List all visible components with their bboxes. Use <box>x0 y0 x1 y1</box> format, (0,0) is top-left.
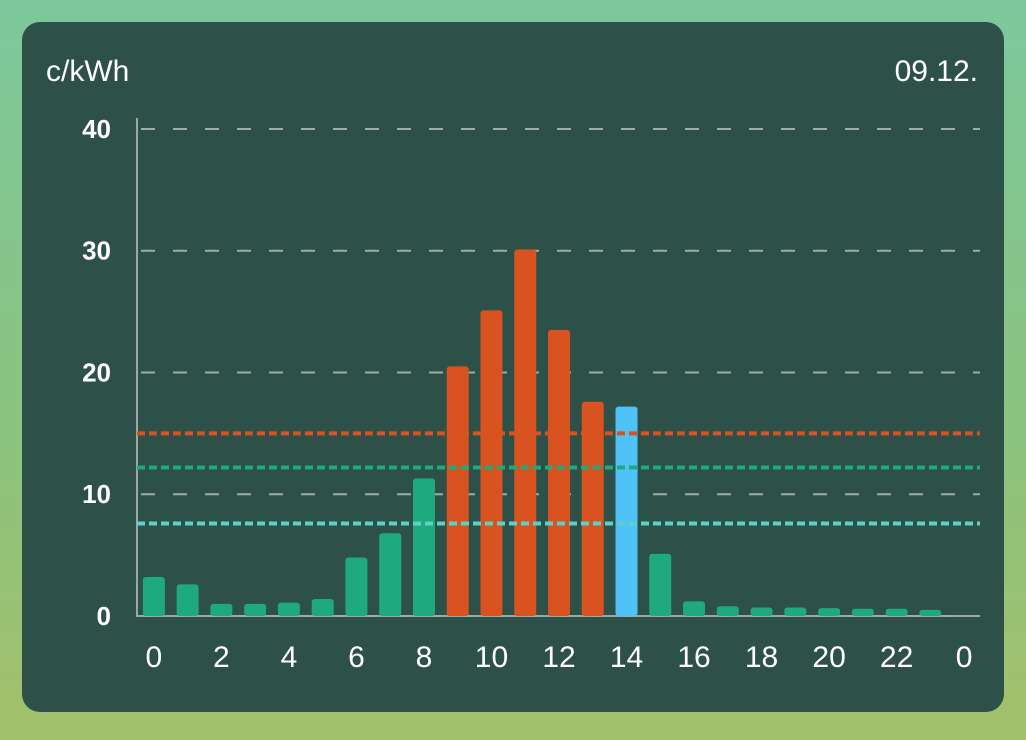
y-tick-label: 0 <box>97 601 111 631</box>
bar <box>244 603 267 616</box>
bar <box>480 310 503 616</box>
y-tick-label: 30 <box>82 236 111 266</box>
bar <box>919 609 942 616</box>
y-tick-label: 20 <box>82 357 111 387</box>
bar <box>379 533 402 616</box>
bar <box>142 577 165 616</box>
x-tick-label: 10 <box>475 641 508 674</box>
y-tick-label: 10 <box>82 479 111 509</box>
bar <box>615 406 638 616</box>
x-tick-label: 2 <box>213 641 230 674</box>
x-tick-label: 20 <box>812 641 845 674</box>
bar <box>784 607 807 616</box>
bar <box>750 607 773 616</box>
bar <box>818 608 841 616</box>
bar <box>277 602 300 616</box>
x-tick-label: 0 <box>956 641 973 674</box>
bar <box>311 598 334 616</box>
x-tick-label: 14 <box>610 641 643 674</box>
bar <box>446 366 469 616</box>
y-tick-label: 40 <box>82 114 111 144</box>
bar <box>716 606 739 616</box>
bar <box>851 608 874 616</box>
card <box>22 22 1004 712</box>
bar <box>885 608 908 616</box>
x-tick-label: 6 <box>348 641 365 674</box>
x-tick-label: 22 <box>880 641 913 674</box>
bar <box>581 401 604 616</box>
x-tick-label: 8 <box>416 641 433 674</box>
bar <box>210 603 233 616</box>
bar <box>683 601 706 616</box>
chart-title: c/kWh <box>46 55 129 88</box>
bar <box>412 478 435 616</box>
x-tick-label: 4 <box>281 641 298 674</box>
bar <box>345 557 368 616</box>
bar <box>548 329 570 616</box>
x-tick-label: 0 <box>146 641 163 674</box>
x-tick-label: 12 <box>542 641 575 674</box>
x-tick-label: 18 <box>745 641 778 674</box>
bar <box>176 584 199 616</box>
date-label: 09.12. <box>895 55 978 88</box>
bar <box>649 553 672 616</box>
x-tick-label: 16 <box>677 641 710 674</box>
